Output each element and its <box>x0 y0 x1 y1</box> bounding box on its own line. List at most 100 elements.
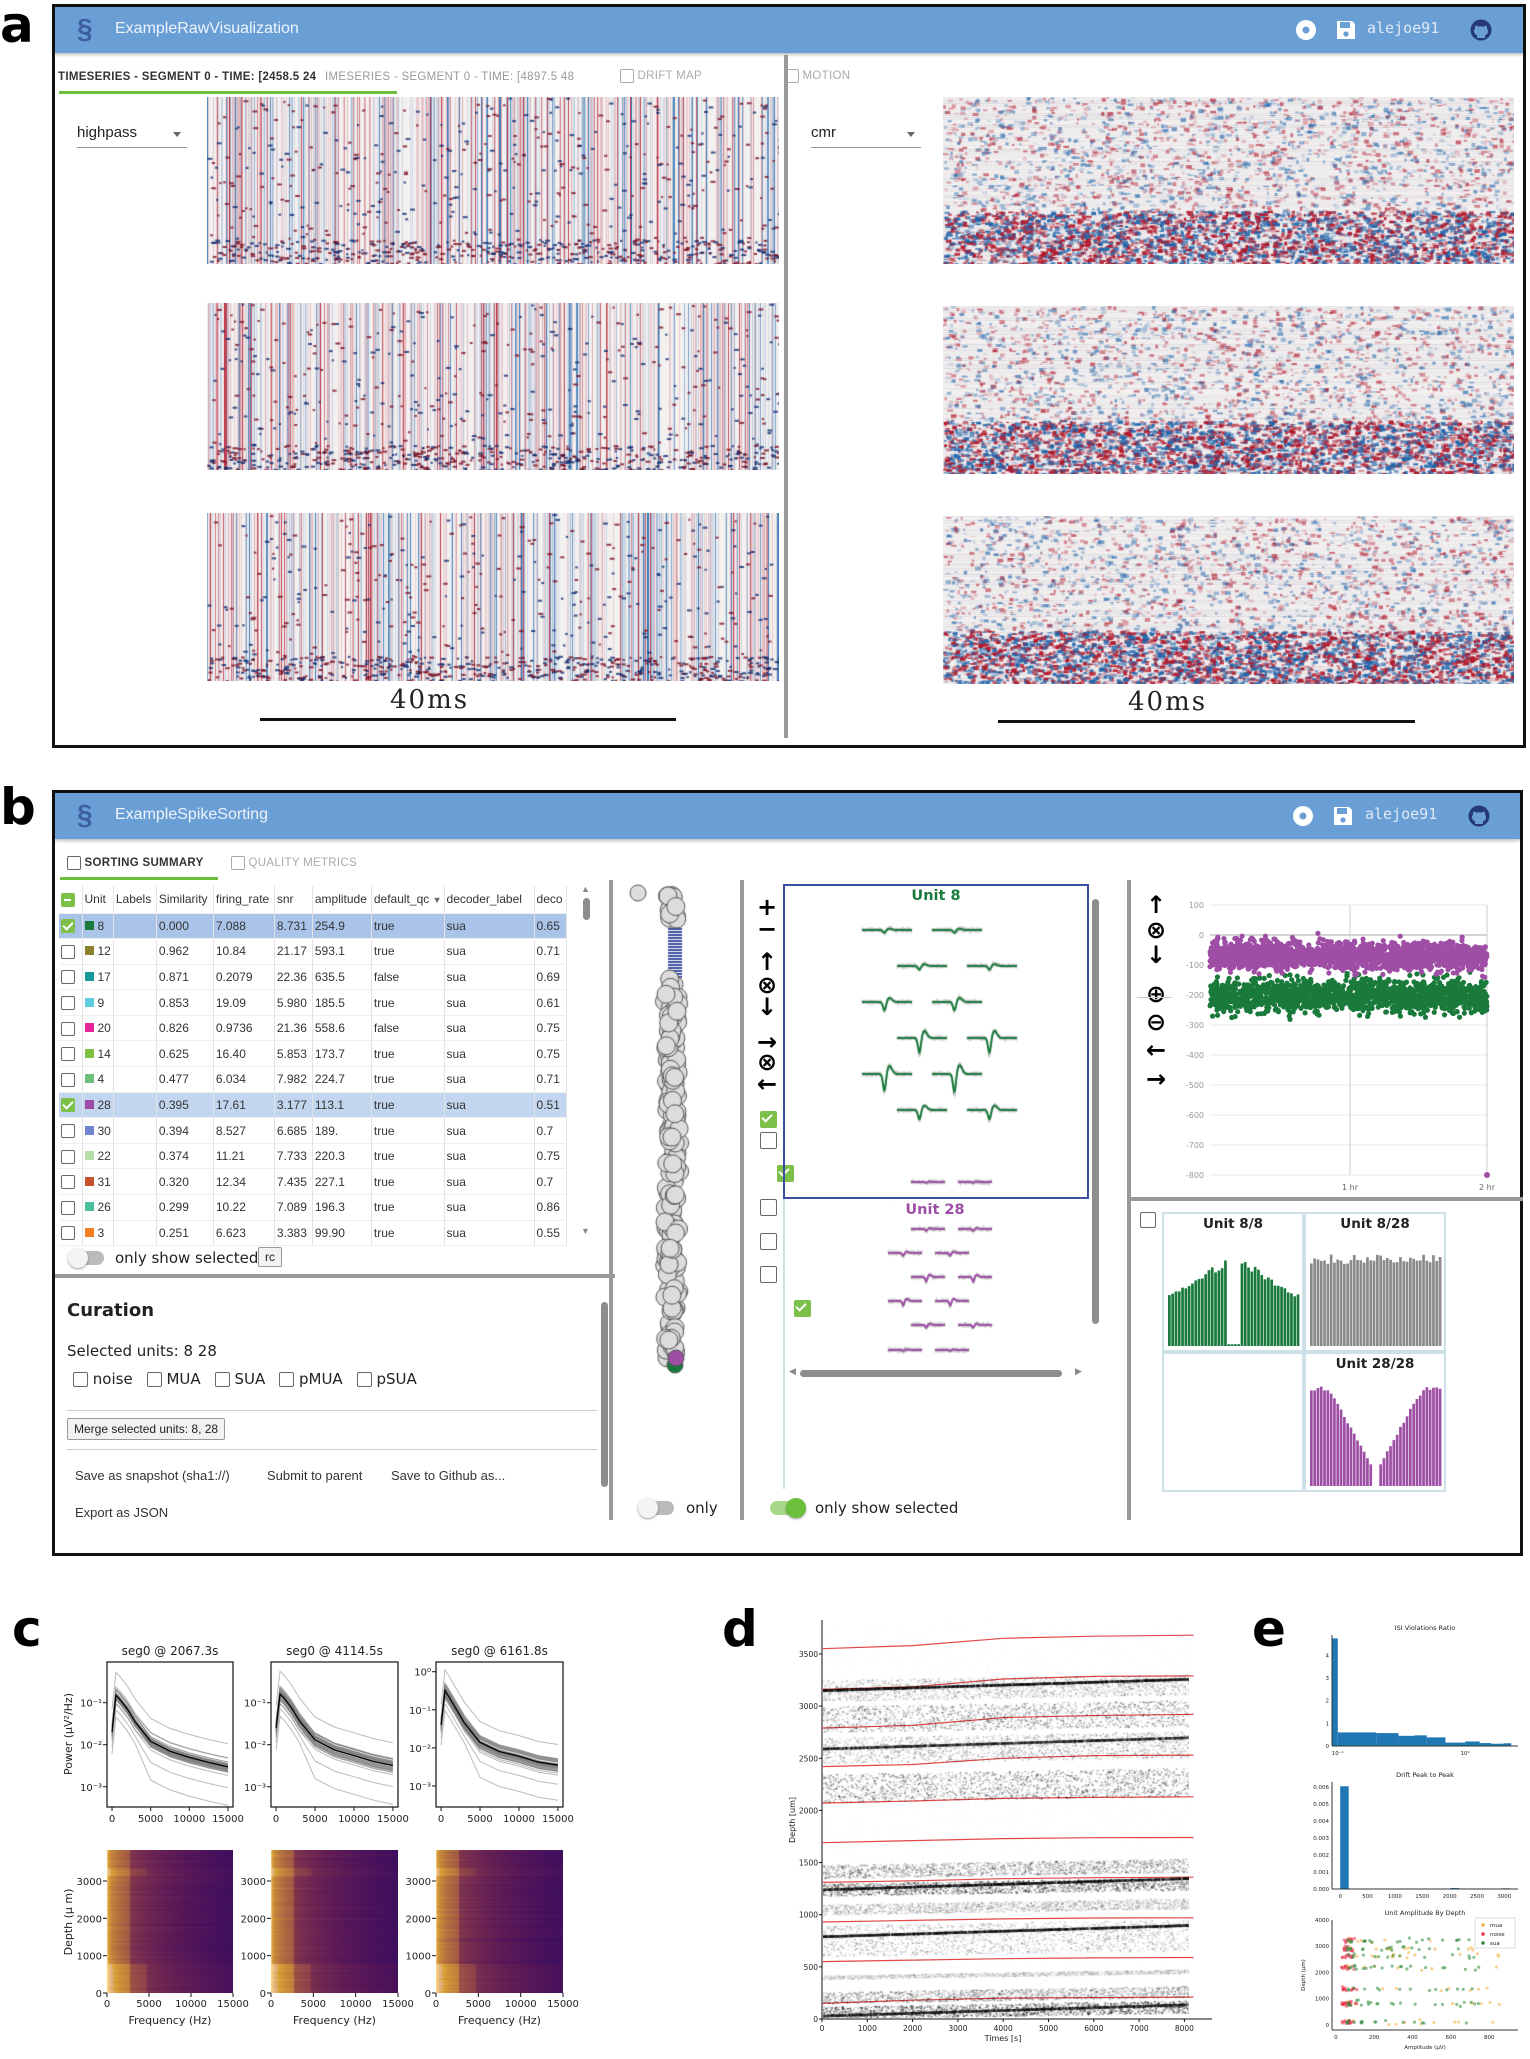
column-header-similarity[interactable]: Similarity <box>156 886 214 914</box>
row-select-cell[interactable] <box>59 1143 83 1170</box>
row-checkbox[interactable] <box>61 1047 75 1062</box>
table-row[interactable]: 3 0.251 6.623 3.383 99.90 true sua 0.55 <box>59 1220 567 1247</box>
rc-button[interactable]: rc <box>258 1247 282 1267</box>
arrow-right-icon[interactable]: → <box>1146 1065 1167 1093</box>
arrow-up-icon[interactable]: ↑ <box>1146 891 1167 919</box>
column-header-decoder-label[interactable]: decoder_label <box>444 886 535 914</box>
scroll-up-icon[interactable]: ▲ <box>581 884 590 894</box>
reset-icon[interactable]: ⊗ <box>757 1048 778 1076</box>
arrow-up-icon[interactable]: ↑ <box>757 948 778 976</box>
panel-divider[interactable] <box>1127 880 1131 1520</box>
column-header-firing-rate[interactable]: firing_rate <box>213 886 275 914</box>
table-row[interactable]: 31 0.320 12.34 7.435 227.1 true sua 0.7 <box>59 1168 567 1196</box>
spike-amplitudes-plot[interactable]: 100 0 -100 -200 -300 -400 -500 -600 -700 -800 1 hr… <box>1131 880 1523 1195</box>
reset-icon[interactable]: ⊗ <box>757 971 778 999</box>
tab-timeseries-1[interactable]: TIMESERIES - SEGMENT 0 - TIME: [2458.5 2… <box>58 71 317 83</box>
zoom-out-icon[interactable]: ⊖ <box>1146 1008 1167 1036</box>
waveform-option-checkbox[interactable] <box>760 1132 777 1149</box>
table-row[interactable]: 30 0.394 8.527 6.685 189. true sua 0.7 <box>59 1117 567 1144</box>
raw-traces-right-1[interactable] <box>943 97 1514 264</box>
arrow-down-icon[interactable]: ↓ <box>757 993 778 1021</box>
column-header-amplitude[interactable]: amplitude <box>312 886 372 914</box>
username[interactable]: alejoe91 <box>1365 805 1438 823</box>
row-checkbox[interactable] <box>61 919 75 934</box>
waveform-vertical-scrollbar[interactable] <box>1092 899 1099 1324</box>
github-icon[interactable] <box>1470 19 1492 41</box>
waveform-option-checkbox[interactable] <box>760 1199 777 1216</box>
preprocessing-select-left[interactable]: highpass <box>77 124 187 148</box>
arrow-left-icon[interactable]: ← <box>1146 1036 1167 1064</box>
row-select-cell[interactable] <box>59 1040 83 1068</box>
curation-label-sua[interactable]: SUA <box>214 1370 265 1388</box>
merge-units-button[interactable]: Merge selected units: 8, 28 <box>67 1418 226 1440</box>
arrow-left-icon[interactable]: ← <box>757 1070 778 1098</box>
curation-label-noise[interactable]: noise <box>73 1370 133 1388</box>
export-json-link[interactable]: Export as JSON <box>75 1505 169 1520</box>
curation-label-psua[interactable]: pSUA <box>356 1370 417 1388</box>
row-select-cell[interactable] <box>59 1015 83 1042</box>
correlogram-option-checkbox[interactable] <box>1140 1212 1156 1228</box>
preprocessing-select-right[interactable]: cmr <box>811 124 921 148</box>
row-select-cell[interactable] <box>59 913 83 940</box>
table-row[interactable]: 17 0.871 0.2079 22.36 635.5 false sua 0.69 <box>59 964 567 991</box>
row-select-cell[interactable] <box>59 1194 83 1221</box>
curation-label-checkbox[interactable] <box>214 1372 230 1387</box>
raw-traces-right-2[interactable] <box>943 306 1514 474</box>
save-to-github-link[interactable]: Save to Github as... <box>391 1468 506 1483</box>
unit-locations-only-toggle[interactable] <box>638 1498 674 1518</box>
row-select-cell[interactable] <box>59 1092 83 1119</box>
table-scrollbar[interactable] <box>583 898 590 920</box>
column-header-default-qc[interactable]: default_qc ▼ <box>371 886 445 914</box>
unit-locations-plot[interactable] <box>620 880 735 1385</box>
correlogram-cell[interactable]: Unit 8/8 <box>1162 1212 1304 1352</box>
only-show-selected-toggle[interactable] <box>68 1248 104 1268</box>
tab-timeseries-2[interactable]: IMESERIES - SEGMENT 0 - TIME: [4897.5 48 <box>325 71 575 83</box>
record-icon[interactable] <box>1292 805 1314 827</box>
zoom-in-icon[interactable]: ⊕ <box>1146 980 1167 1008</box>
waveform-only-show-selected-toggle[interactable] <box>770 1498 806 1518</box>
save-icon[interactable] <box>1335 19 1357 41</box>
table-row[interactable]: 14 0.625 16.40 5.853 173.7 true sua 0.75 <box>59 1040 567 1068</box>
save-icon[interactable] <box>1332 805 1354 827</box>
table-row[interactable]: 28 0.395 17.61 3.177 113.1 true sua 0.51 <box>59 1092 567 1119</box>
table-row[interactable]: 9 0.853 19.09 5.980 185.5 true sua 0.61 <box>59 989 567 1016</box>
table-row[interactable]: 8 0.000 7.088 8.731 254.9 true sua 0.65 <box>59 913 567 940</box>
waveform-option-checkbox[interactable] <box>760 1266 777 1283</box>
row-checkbox[interactable] <box>61 1200 75 1215</box>
curation-label-pmua[interactable]: pMUA <box>279 1370 343 1388</box>
table-row[interactable]: 26 0.299 10.22 7.089 196.3 true sua 0.86 <box>59 1194 567 1221</box>
column-header-deco[interactable]: deco <box>534 886 567 914</box>
github-icon[interactable] <box>1468 805 1490 827</box>
plus-icon[interactable]: + <box>757 893 778 921</box>
scroll-down-icon[interactable]: ▼ <box>581 1226 590 1236</box>
row-checkbox[interactable] <box>61 1098 75 1113</box>
waveform-option-checkbox[interactable] <box>760 1233 777 1250</box>
row-checkbox[interactable] <box>61 1021 75 1036</box>
waveform-horizontal-scrollbar[interactable] <box>800 1370 1062 1377</box>
tab-drift-map[interactable]: DRIFT MAP <box>620 69 702 83</box>
row-select-cell[interactable] <box>59 938 83 965</box>
column-header-labels[interactable]: Labels <box>113 886 157 914</box>
raw-traces-right-3[interactable] <box>943 516 1514 684</box>
curation-label-checkbox[interactable] <box>73 1372 88 1387</box>
arrow-right-icon[interactable]: → <box>757 1028 778 1056</box>
row-select-cell[interactable] <box>59 1220 83 1247</box>
waveforms-plot[interactable] <box>785 905 1088 1475</box>
row-checkbox[interactable] <box>61 944 75 959</box>
save-snapshot-link[interactable]: Save as snapshot (sha1://) <box>75 1468 230 1483</box>
row-select-cell[interactable] <box>59 989 83 1016</box>
correlogram-cell[interactable]: Unit 28/28 <box>1304 1352 1446 1492</box>
section-divider[interactable] <box>55 1274 615 1278</box>
drift-map-checkbox[interactable] <box>620 69 634 83</box>
row-checkbox[interactable] <box>61 1226 75 1241</box>
reset-icon[interactable]: ⊗ <box>1146 916 1167 944</box>
panel-divider[interactable] <box>1131 1197 1523 1201</box>
curation-label-checkbox[interactable] <box>279 1372 295 1387</box>
row-select-cell[interactable] <box>59 964 83 991</box>
panel-divider[interactable] <box>609 880 613 1520</box>
curation-scrollbar[interactable] <box>601 1302 608 1487</box>
row-checkbox[interactable] <box>61 995 75 1010</box>
select-all-checkbox[interactable] <box>61 892 75 907</box>
column-header-unit[interactable]: Unit <box>82 886 114 914</box>
minus-icon[interactable]: − <box>757 915 778 943</box>
